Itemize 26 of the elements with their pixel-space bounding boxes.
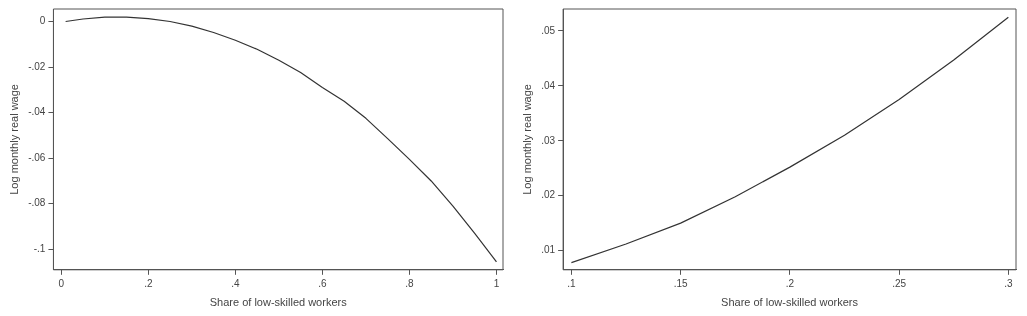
x-tick-label: 1 bbox=[493, 277, 500, 289]
y-tick-label: -.02 bbox=[28, 60, 46, 72]
y-tick-label: -.06 bbox=[28, 151, 46, 163]
x-tick-label: .6 bbox=[318, 277, 327, 289]
x-tick-label: 0 bbox=[58, 277, 65, 289]
y-axis-title: Log monthly real wage bbox=[7, 84, 20, 195]
x-tick-label: .25 bbox=[892, 277, 907, 289]
y-tick-label: -.04 bbox=[28, 106, 46, 118]
x-axis-title: Share of low-skilled workers bbox=[721, 296, 859, 309]
y-tick-label: 0 bbox=[39, 15, 46, 27]
y-tick-label: .03 bbox=[541, 134, 556, 146]
x-axis-title: Share of low-skilled workers bbox=[209, 296, 348, 309]
y-tick-label: -.08 bbox=[28, 197, 46, 209]
y-tick-label: .02 bbox=[541, 189, 556, 201]
x-tick-label: .1 bbox=[567, 277, 577, 289]
x-tick-label: .15 bbox=[673, 277, 689, 289]
x-tick-label: .2 bbox=[785, 277, 795, 289]
y-tick-label: .04 bbox=[541, 79, 556, 91]
y-tick-label: .01 bbox=[541, 244, 556, 256]
x-tick-label: .8 bbox=[405, 277, 415, 289]
x-tick-label: .3 bbox=[1004, 277, 1013, 289]
y-axis-title: Log monthly real wage bbox=[520, 84, 533, 195]
x-tick-label: .2 bbox=[144, 277, 153, 289]
y-tick-label: .05 bbox=[541, 24, 556, 36]
x-tick-label: .4 bbox=[231, 277, 240, 289]
y-tick-label: -.1 bbox=[33, 243, 46, 255]
